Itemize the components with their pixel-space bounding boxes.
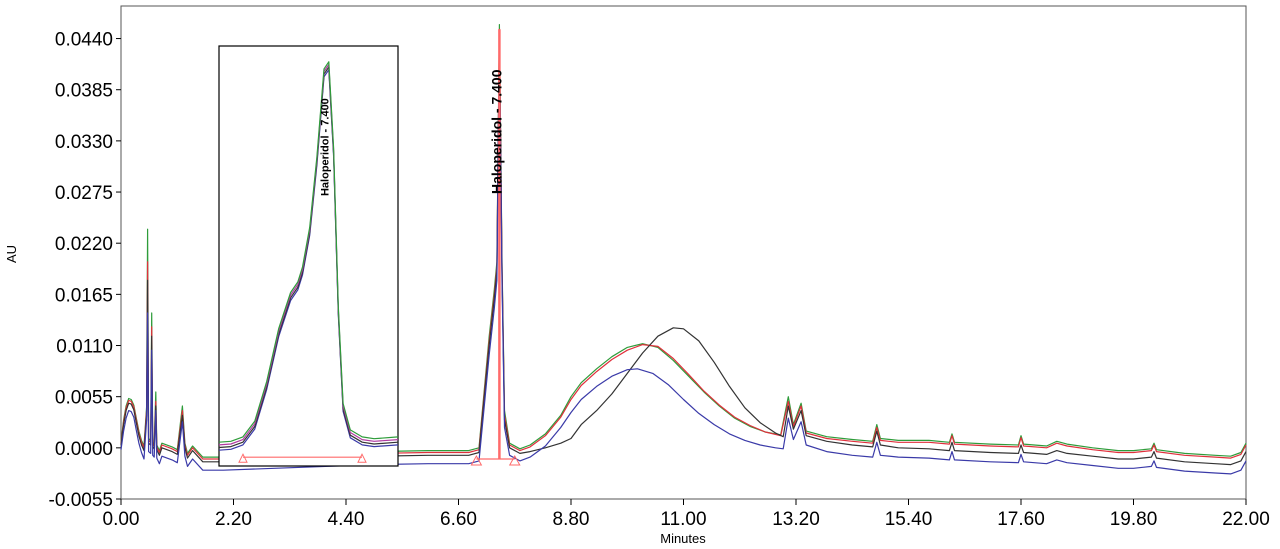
x-axis: 0.00 2.20 4.40 6.60 8.80 11.00 13.20 15.40 17.60… <box>103 499 1270 530</box>
baseline-marker <box>508 454 521 466</box>
x-tick-label: 6.60 <box>440 509 477 530</box>
y-axis: -0.0055 0.0000 0.0055 0.0110 0.0165 0.0220 0.0… <box>49 30 121 511</box>
series-line-black <box>120 33 1247 466</box>
x-tick-label: 19.80 <box>1110 509 1158 530</box>
zoom-inset: Haloperidol - 7.400 <box>218 45 399 467</box>
x-tick-label: 4.40 <box>328 509 365 530</box>
x-tick-label: 8.80 <box>553 509 590 530</box>
x-tick-label: 17.60 <box>997 509 1045 530</box>
x-tick-label: 0.00 <box>103 509 140 530</box>
x-tick-label: 13.20 <box>772 509 820 530</box>
inset-series-line-green <box>218 61 399 443</box>
annotation-layer: Haloperidol - 7.400 <box>488 69 504 194</box>
y-axis-title: AU <box>4 245 19 263</box>
peak-label: Haloperidol - 7.400 <box>488 69 504 194</box>
y-tick-label: 0.0220 <box>55 234 113 255</box>
integration-layer <box>470 29 521 466</box>
x-tick-label: 22.00 <box>1222 509 1270 530</box>
baseline-marker <box>470 454 483 466</box>
y-tick-label: 0.0110 <box>56 337 113 358</box>
x-axis-title: Minutes <box>660 531 706 546</box>
series-layer <box>120 24 1247 475</box>
y-tick-label: 0.0165 <box>55 285 113 306</box>
inset-baseline-marker <box>357 453 367 463</box>
x-tick-label: 11.00 <box>660 509 706 530</box>
y-tick-label: 0.0440 <box>55 30 113 51</box>
y-tick-label: 0.0330 <box>55 132 113 153</box>
y-tick-label: -0.0055 <box>49 490 113 511</box>
inset-peak-label: Haloperidol - 7.400 <box>319 98 331 196</box>
y-tick-label: 0.0275 <box>55 183 113 204</box>
inset-baseline-marker <box>238 453 248 463</box>
y-tick-label: 0.0385 <box>55 81 113 102</box>
x-tick-label: 2.20 <box>215 509 252 530</box>
y-tick-label: 0.0055 <box>55 388 113 409</box>
inset-frame <box>218 45 399 467</box>
x-tick-label: 15.40 <box>885 509 933 530</box>
y-tick-label: 0.0000 <box>55 439 113 460</box>
series-line-blue <box>120 42 1247 475</box>
